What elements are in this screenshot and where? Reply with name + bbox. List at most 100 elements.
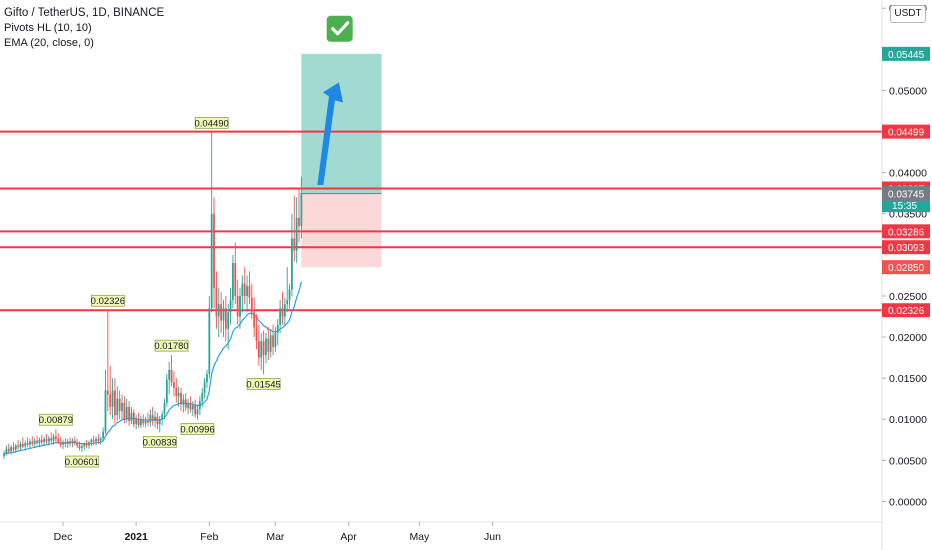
price-badge [882,46,930,61]
candle-body [236,295,239,317]
candle-body [189,402,192,410]
candle-body [29,441,31,445]
candle-body [149,415,152,423]
candle-body [139,420,142,425]
chart-legend: Gifto / TetherUS, 1D, BINANCE Pivots HL … [4,6,164,51]
candle-body [279,308,282,325]
candle-body [40,439,43,443]
candle-body [114,390,116,416]
candle-body [281,308,284,317]
candle-body [144,420,147,424]
price-tick-label: 0.01500 [889,373,927,385]
candle-body [90,439,93,443]
candle-body [255,327,258,342]
candle-body [111,390,114,407]
candle-body [201,392,204,402]
candle-body [257,341,260,358]
legend-symbol-title[interactable]: Gifto / TetherUS, 1D, BINANCE [4,7,165,19]
pivot-label-text: 0.02326 [91,296,125,307]
candle-body [239,295,241,317]
price-badges: 0.054450.044990.038070.0375015:350.03745… [882,46,930,318]
candle-body [286,300,289,305]
candle-body [33,440,36,444]
candle-body [85,443,88,446]
candle-body [97,438,100,441]
legend-pivots-indicator[interactable]: Pivots HL (10, 10) [4,22,92,34]
legend-ema-indicator[interactable]: EMA (20, close, 0) [4,37,94,49]
candle-body [163,402,166,415]
pivot-label-text: 0.00839 [143,437,177,448]
candle-body [116,398,119,416]
candle-body [137,419,140,425]
candle-body [128,406,130,421]
candle-body [206,374,208,383]
candle-body [182,399,185,405]
candle-body [132,412,135,425]
candle-body [191,405,194,410]
candle-body [59,442,62,445]
candle-body [220,304,223,321]
candle-body [243,283,246,296]
candle-body [24,443,27,447]
candle-body [246,286,248,296]
candle-body [210,213,213,309]
checkmark-icon [331,21,350,36]
price-tick-label: 0.05000 [889,85,927,97]
candle-body [267,338,270,352]
candle-body [26,443,29,445]
candle-body [55,436,57,439]
price-badge-countdown: 15:35 [892,201,917,212]
target-zone [301,53,382,194]
candle-body [36,440,38,444]
pivot-label-text: 0.01545 [246,379,280,390]
candle-body [45,438,48,442]
candle-body [272,335,274,347]
candle-body [276,324,279,333]
pivot-label-box [39,413,73,426]
price-tick-label: 0.00500 [889,455,927,467]
time-tick-label: 2021 [124,531,148,543]
candle-body [83,443,86,447]
candle-body [64,442,67,444]
price-badge-value: 0.03745 [888,190,925,201]
candle-body [17,445,20,448]
currency-selector[interactable]: USDT [890,5,926,23]
candle-body [213,213,215,288]
candle-body [125,406,128,420]
candle-body [248,286,251,298]
time-tick-label: Jun [484,531,501,543]
candle-body [161,414,164,420]
candle-body [253,312,256,328]
candle-body [66,441,69,444]
candle-body [78,445,81,449]
candle-body [21,443,24,447]
candle-body [104,390,107,432]
candle-body [62,442,64,445]
candle-body [208,308,211,375]
candle-body [102,431,105,439]
candle-body [71,440,74,444]
price-tick-label: 0.02000 [889,332,927,344]
pivot-labels: 0.00879 0.00601 0.02326 0.00839 0.01780 0.009… [39,117,281,468]
candle-body [217,304,220,317]
time-tick-label: May [409,531,430,543]
candle-body [241,283,244,296]
time-tick-label: Feb [200,531,218,543]
candle-body [232,263,234,301]
candle-body [106,390,109,395]
check-badge-icon [326,15,353,42]
candle-body [147,420,149,423]
time-tick-label: Dec [54,531,73,543]
price-badge-value: 0.05445 [888,50,925,61]
candle-body [196,409,199,415]
candle-body [177,392,180,397]
candle-body [57,438,60,443]
pivot-label-text: 0.00996 [180,425,214,436]
candle-body [234,263,237,296]
ema-line-layer [3,281,302,455]
candle-body [265,338,267,356]
price-badge-value: 0.04499 [888,128,925,139]
candle-body [3,453,5,457]
pivot-label-text: 0.01780 [154,341,188,352]
